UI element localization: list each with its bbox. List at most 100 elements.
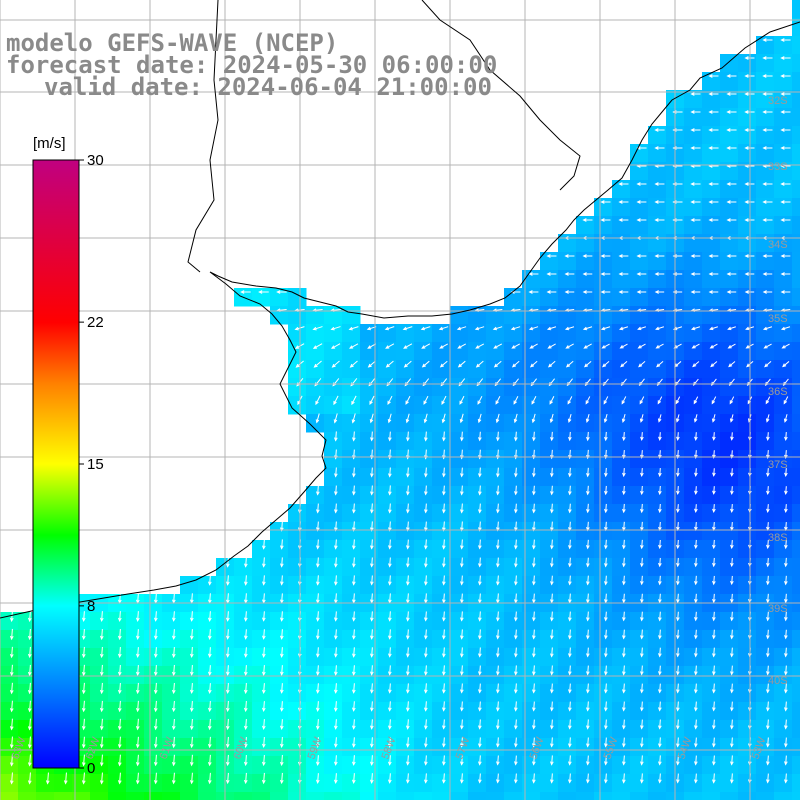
wind-speed-cell	[18, 774, 37, 793]
wind-arrow	[9, 611, 14, 623]
wind-arrow	[730, 701, 734, 712]
wind-speed-cell	[198, 630, 217, 649]
wind-arrow	[9, 772, 14, 785]
wind-speed-cell	[504, 432, 523, 451]
wind-arrow	[618, 272, 629, 276]
wind-speed-cell	[504, 738, 523, 757]
wind-speed-cell	[378, 360, 397, 379]
wind-speed-cell	[324, 684, 343, 703]
latitude-label: 32S	[768, 95, 788, 107]
wind-speed-cell	[306, 612, 325, 631]
wind-speed-cell	[792, 576, 800, 595]
wind-speed-cell	[738, 558, 757, 577]
wind-speed-cell	[576, 576, 595, 595]
wind-arrow	[636, 200, 647, 204]
wind-speed-cell	[486, 378, 505, 397]
wind-speed-cell	[450, 360, 469, 379]
wind-arrow	[460, 647, 464, 658]
wind-speed-cell	[612, 558, 631, 577]
colorbar-tick-label: 30	[87, 152, 104, 169]
wind-arrow	[99, 664, 104, 677]
wind-speed-cell	[774, 54, 793, 73]
wind-arrow	[441, 395, 447, 405]
wind-speed-cell	[558, 486, 577, 505]
wind-speed-cell	[648, 756, 667, 775]
wind-speed-cell	[576, 450, 595, 469]
wind-arrow	[189, 736, 194, 749]
wind-speed-cell	[720, 90, 739, 109]
wind-speed-cell	[612, 792, 631, 800]
wind-arrow	[423, 413, 428, 424]
wind-speed-cell	[630, 792, 649, 800]
wind-arrow	[676, 647, 680, 658]
wind-speed-cell	[684, 288, 703, 307]
wind-speed-cell	[522, 702, 541, 721]
wind-arrow	[712, 593, 716, 604]
wind-arrow	[514, 737, 518, 748]
wind-speed-cell	[414, 486, 433, 505]
wind-arrow	[135, 754, 140, 767]
wind-speed-cell	[90, 738, 109, 757]
wind-arrow	[766, 575, 770, 586]
wind-arrow	[514, 647, 518, 658]
wind-arrow	[514, 773, 518, 784]
wind-arrow	[117, 772, 122, 785]
wind-speed-cell	[684, 306, 703, 325]
wind-speed-cell	[522, 360, 541, 379]
wind-speed-cell	[324, 792, 343, 800]
wind-arrow	[550, 773, 554, 784]
wind-speed-cell	[162, 666, 181, 685]
wind-speed-cell	[684, 378, 703, 397]
wind-arrow	[442, 719, 446, 730]
wind-arrow	[658, 647, 662, 658]
wind-arrow	[81, 772, 86, 785]
wind-speed-cell	[504, 720, 523, 739]
wind-arrow	[423, 395, 429, 405]
wind-arrow	[604, 719, 608, 730]
wind-speed-cell	[162, 630, 181, 649]
wind-arrow	[63, 772, 68, 785]
wind-speed-cell	[468, 306, 487, 325]
wind-speed-cell	[738, 324, 757, 343]
wind-speed-cell	[252, 756, 271, 775]
wind-arrow	[708, 110, 719, 114]
wind-speed-cell	[792, 18, 800, 37]
wind-arrow	[568, 503, 572, 514]
wind-arrow	[782, 361, 790, 368]
wind-arrow	[510, 326, 521, 331]
wind-speed-cell	[612, 468, 631, 487]
wind-arrow	[316, 665, 320, 676]
wind-speed-cell	[0, 684, 19, 703]
wind-speed-cell	[684, 162, 703, 181]
wind-speed-cell	[504, 450, 523, 469]
wind-speed-cell	[306, 540, 325, 559]
wind-arrow	[546, 326, 557, 331]
wind-speed-cell	[468, 432, 487, 451]
wind-arrow	[460, 557, 464, 568]
wind-speed-cell	[648, 342, 667, 361]
wind-arrow	[460, 431, 464, 442]
wind-speed-cell	[756, 540, 775, 559]
wind-speed-cell	[774, 108, 793, 127]
wind-arrow	[189, 754, 194, 767]
wind-arrow	[693, 414, 698, 423]
wind-speed-cell	[792, 540, 800, 559]
wind-speed-cell	[684, 432, 703, 451]
wind-speed-cell	[720, 684, 739, 703]
wind-speed-cell	[558, 270, 577, 289]
wind-arrow	[658, 557, 662, 568]
wind-arrow	[349, 360, 358, 368]
wind-speed-cell	[738, 288, 757, 307]
wind-arrow	[586, 629, 590, 640]
wind-speed-cell	[342, 558, 361, 577]
wind-arrow	[604, 755, 608, 766]
wind-speed-cell	[558, 756, 577, 775]
wind-arrow	[351, 755, 356, 766]
wind-speed-cell	[630, 738, 649, 757]
wind-speed-cell	[180, 576, 199, 595]
wind-speed-cell	[504, 792, 523, 800]
wind-speed-cell	[630, 468, 649, 487]
wind-arrow	[442, 647, 446, 658]
wind-speed-cell	[684, 126, 703, 145]
wind-arrow	[369, 755, 374, 766]
